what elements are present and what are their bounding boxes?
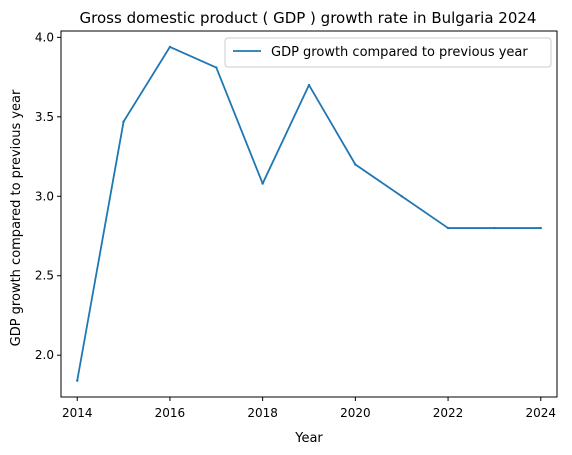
y-axis-ticks: 2.0 2.5 3.0 3.5 4.0 <box>35 30 61 362</box>
data-point <box>168 45 172 49</box>
data-point <box>493 226 496 230</box>
x-tick-label: 2022 <box>433 406 464 420</box>
x-tick-label: 2024 <box>526 406 557 420</box>
y-tick-label: 3.0 <box>35 189 54 203</box>
data-point <box>215 66 218 69</box>
x-tick-label: 2016 <box>155 406 186 420</box>
y-tick-label: 4.0 <box>35 30 54 44</box>
x-tick-label: 2018 <box>247 406 278 420</box>
data-point <box>261 182 264 185</box>
x-tick-label: 2020 <box>340 406 371 420</box>
chart-title: Gross domestic product ( GDP ) growth ra… <box>80 9 537 27</box>
x-axis-label: Year <box>294 431 323 446</box>
data-point <box>122 120 125 123</box>
data-point <box>307 83 311 87</box>
x-axis-ticks: 2014 2016 2018 2020 2022 2024 <box>62 397 556 420</box>
y-axis-label: GDP growth compared to previous year <box>9 89 24 346</box>
y-tick-label: 2.5 <box>35 269 54 283</box>
data-point <box>76 379 79 382</box>
series-layer <box>76 45 542 382</box>
plot-area: 2014 2016 2018 2020 2022 2024 2.0 2.5 3.0 3.5 4.0 <box>35 30 558 420</box>
data-point <box>400 195 403 198</box>
x-tick-label: 2014 <box>62 406 93 420</box>
y-tick-label: 2.0 <box>35 348 54 362</box>
data-point <box>446 226 450 230</box>
data-point <box>354 163 357 166</box>
axes-frame <box>60 30 558 398</box>
data-point <box>539 226 542 230</box>
legend: GDP growth compared to previous year <box>224 37 552 68</box>
y-tick-label: 3.5 <box>35 110 54 124</box>
legend-label: GDP growth compared to previous year <box>271 45 528 60</box>
legend-frame <box>224 37 552 68</box>
